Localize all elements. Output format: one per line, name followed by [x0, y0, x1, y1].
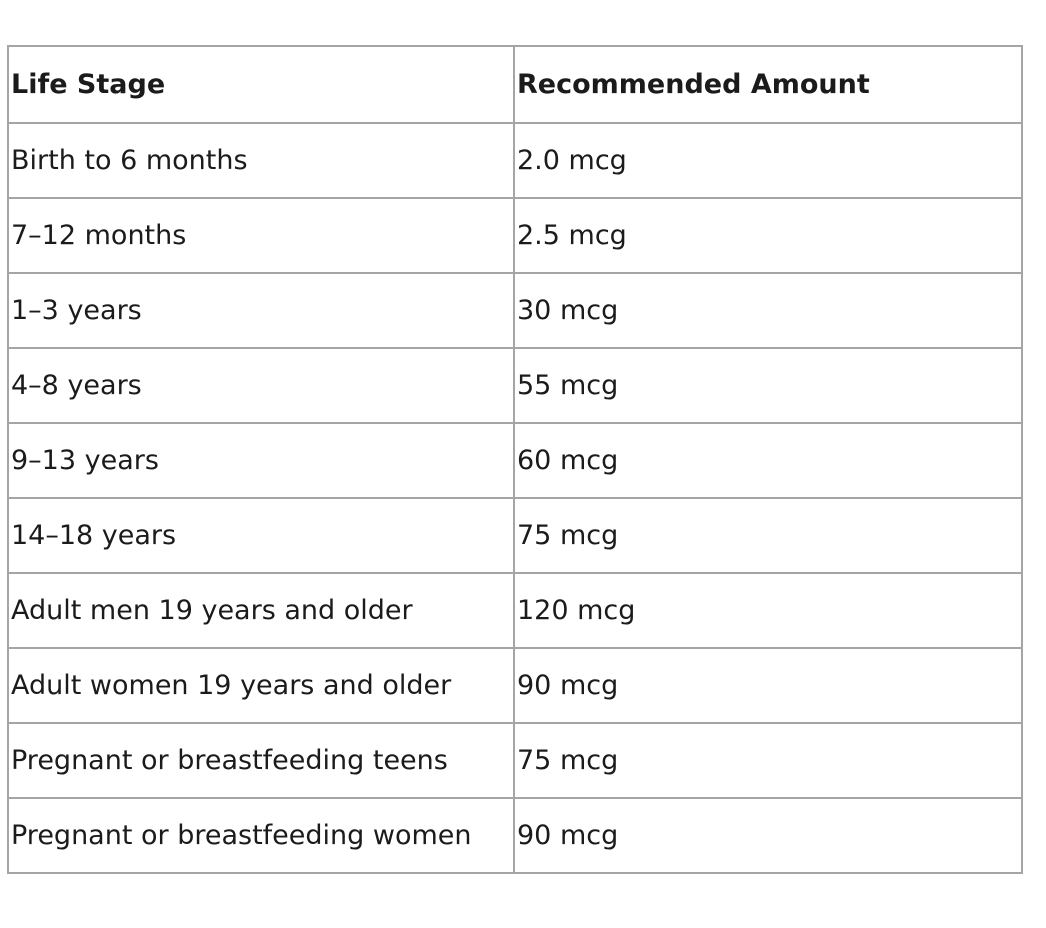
amount-cell: 2.5 mcg — [513, 197, 1023, 274]
life-stage-cell: 14–18 years — [7, 497, 515, 574]
recommended-amounts-table: Life Stage Recommended Amount Birth to 6… — [7, 45, 1023, 874]
table-row: 14–18 years 75 mcg — [7, 497, 1023, 574]
amount-cell: 30 mcg — [513, 272, 1023, 349]
amount-cell: 90 mcg — [513, 647, 1023, 724]
header-life-stage: Life Stage — [7, 45, 515, 124]
life-stage-cell: Adult men 19 years and older — [7, 572, 515, 649]
table-row: Pregnant or breastfeeding women 90 mcg — [7, 797, 1023, 874]
header-recommended-amount: Recommended Amount — [513, 45, 1023, 124]
life-stage-cell: 9–13 years — [7, 422, 515, 499]
life-stage-cell: 1–3 years — [7, 272, 515, 349]
recommended-amounts-table-container: Life Stage Recommended Amount Birth to 6… — [7, 45, 1023, 874]
amount-cell: 120 mcg — [513, 572, 1023, 649]
life-stage-cell: 4–8 years — [7, 347, 515, 424]
life-stage-cell: Adult women 19 years and older — [7, 647, 515, 724]
table-row: 9–13 years 60 mcg — [7, 422, 1023, 499]
amount-cell: 75 mcg — [513, 722, 1023, 799]
table-row: Adult men 19 years and older 120 mcg — [7, 572, 1023, 649]
table-row: 7–12 months 2.5 mcg — [7, 197, 1023, 274]
life-stage-cell: Pregnant or breastfeeding women — [7, 797, 515, 874]
table-row: 1–3 years 30 mcg — [7, 272, 1023, 349]
amount-cell: 90 mcg — [513, 797, 1023, 874]
amount-cell: 75 mcg — [513, 497, 1023, 574]
table-row: Pregnant or breastfeeding teens 75 mcg — [7, 722, 1023, 799]
amount-cell: 55 mcg — [513, 347, 1023, 424]
table-row: Birth to 6 months 2.0 mcg — [7, 122, 1023, 199]
life-stage-cell: Birth to 6 months — [7, 122, 515, 199]
amount-cell: 2.0 mcg — [513, 122, 1023, 199]
life-stage-cell: Pregnant or breastfeeding teens — [7, 722, 515, 799]
table-row: Adult women 19 years and older 90 mcg — [7, 647, 1023, 724]
life-stage-cell: 7–12 months — [7, 197, 515, 274]
table-row: 4–8 years 55 mcg — [7, 347, 1023, 424]
amount-cell: 60 mcg — [513, 422, 1023, 499]
table-header-row: Life Stage Recommended Amount — [7, 45, 1023, 124]
